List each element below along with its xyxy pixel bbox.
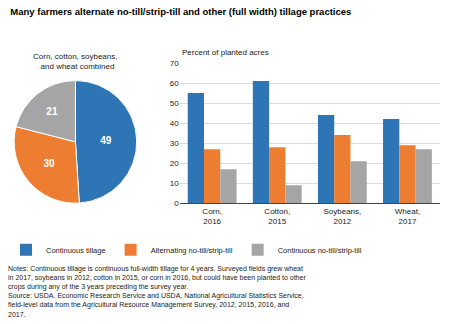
svg-text:49: 49 [100, 135, 112, 146]
svg-text:30: 30 [44, 158, 56, 169]
svg-text:Wheat,2017: Wheat,2017 [395, 207, 420, 226]
svg-text:70: 70 [170, 59, 179, 68]
svg-text:21: 21 [46, 106, 58, 117]
svg-text:Continuous no-till/strip-till: Continuous no-till/strip-till [278, 246, 362, 255]
svg-text:10: 10 [170, 179, 179, 188]
svg-text:60: 60 [170, 79, 179, 88]
svg-text:Percent of planted acres: Percent of planted acres [182, 48, 269, 57]
svg-text:Continuous tillage: Continuous tillage [46, 246, 106, 255]
svg-text:40: 40 [170, 119, 179, 128]
svg-text:Many farmers alternate no-till: Many farmers alternate no-till/strip-til… [10, 6, 351, 17]
svg-text:30: 30 [170, 139, 179, 148]
svg-text:Alternating no-till/strip-till: Alternating no-till/strip-till [151, 246, 233, 255]
svg-text:Corn,2016: Corn,2016 [202, 207, 222, 226]
svg-text:Cotton,2015: Cotton,2015 [264, 207, 290, 226]
svg-text:Soybeans,2012: Soybeans,2012 [323, 207, 361, 226]
svg-text:0: 0 [174, 199, 179, 208]
svg-text:20: 20 [170, 159, 179, 168]
svg-text:Notes: Continuous tillage is c: Notes: Continuous tillage is continuous … [8, 265, 306, 318]
svg-text:Corn, cotton, soybeans, and w: Corn, cotton, soybeans, and wheat combin… [33, 52, 118, 71]
svg-text:50: 50 [170, 99, 179, 108]
